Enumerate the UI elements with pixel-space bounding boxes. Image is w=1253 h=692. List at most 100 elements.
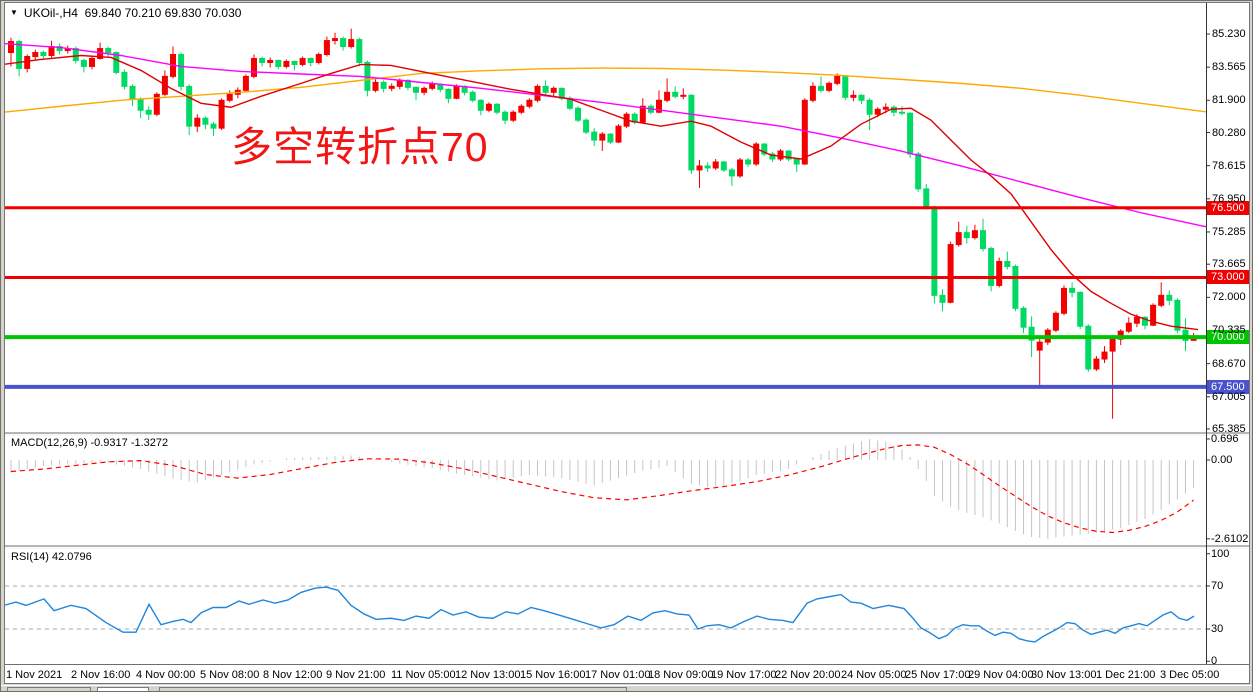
- price-axis-label: 83.565: [1212, 61, 1246, 74]
- candle-body: [56, 46, 63, 52]
- candle-body: [202, 117, 209, 125]
- price-axis-label: 68.670: [1212, 357, 1246, 370]
- rsi-line: [5, 586, 1195, 643]
- candle-body: [299, 57, 306, 65]
- candle-body: [348, 39, 355, 48]
- time-axis-label: 24 Nov 05:00: [841, 669, 907, 681]
- price-level-badge: 76.500: [1207, 200, 1249, 215]
- candle-body: [16, 41, 23, 69]
- rsi-axis-label: 100: [1211, 547, 1230, 560]
- candle-body: [1133, 316, 1140, 324]
- rsi-axis-label: 30: [1211, 623, 1224, 635]
- candle-body: [485, 103, 492, 111]
- candle-body: [210, 123, 217, 129]
- candle-body: [518, 105, 525, 113]
- candle-body: [575, 107, 581, 121]
- candle-body: [153, 93, 160, 115]
- candle-body: [680, 94, 687, 97]
- price-axis-label: 72.000: [1212, 291, 1246, 304]
- candle-body: [267, 59, 274, 63]
- candle-body: [307, 57, 314, 63]
- candle-body: [194, 117, 201, 127]
- main-price-panel[interactable]: [3, 28, 1244, 419]
- price-axis-label: 67.005: [1212, 390, 1246, 403]
- candle-body: [502, 111, 509, 121]
- candle-body: [413, 86, 419, 93]
- time-axis-label: 3 Dec 05:00: [1160, 669, 1220, 681]
- price-axis-label: 73.665: [1212, 258, 1246, 271]
- price-axis-label: 85.230: [1212, 28, 1246, 40]
- time-axis-label: 18 Nov 09:00: [648, 669, 714, 681]
- candle-body: [639, 105, 646, 123]
- candle-body: [105, 48, 112, 54]
- candle-body: [672, 91, 679, 97]
- candle-body: [599, 133, 606, 141]
- candle-body: [761, 143, 768, 155]
- candle-body: [550, 87, 557, 93]
- candle-body: [32, 52, 39, 57]
- candle-body: [1028, 326, 1035, 341]
- candle-body: [1004, 261, 1011, 267]
- candle-body: [8, 41, 14, 54]
- candle-body: [591, 131, 598, 141]
- rsi-axis-label: 70: [1211, 580, 1224, 592]
- candle-body: [372, 81, 379, 91]
- rsi-panel[interactable]: [4, 585, 1206, 643]
- candle-body: [915, 153, 922, 190]
- time-axis-label: 15 Nov 16:00: [520, 669, 586, 681]
- candle-body: [939, 294, 946, 303]
- candle-body: [834, 75, 841, 84]
- chart-tab[interactable]: [7, 687, 91, 691]
- candle-body: [469, 91, 476, 101]
- candle-body: [178, 54, 185, 87]
- time-axis-label: 9 Nov 21:00: [326, 669, 386, 681]
- candle-body: [24, 55, 31, 69]
- price-level-badge: 70.000: [1207, 330, 1249, 345]
- candle-body: [113, 52, 120, 73]
- candle-body: [737, 159, 743, 177]
- time-axis-label: 4 Nov 00:00: [136, 669, 196, 681]
- candle-body: [607, 133, 614, 143]
- candle-body: [226, 93, 233, 101]
- chevron-down-icon[interactable]: ▼: [10, 8, 18, 17]
- candle-body: [1166, 294, 1173, 301]
- slow-ma-line: [5, 67, 1206, 113]
- chart-title: ▼ UKOil-,H4 69.840 70.210 69.830 70.030: [10, 6, 241, 20]
- candle-body: [48, 46, 55, 56]
- candle-body: [421, 87, 428, 93]
- time-axis-label: 1 Nov 2021: [6, 669, 63, 681]
- candle-body: [1125, 322, 1132, 332]
- macd-panel[interactable]: [10, 439, 1195, 539]
- chart-tab[interactable]: [159, 687, 627, 691]
- candle-body: [1109, 338, 1116, 352]
- candle-body: [80, 59, 87, 67]
- candle-body: [1012, 265, 1019, 309]
- chart-tab-selected[interactable]: [97, 687, 149, 691]
- time-axis-label: 1 Dec 21:00: [1096, 669, 1156, 681]
- candle-body: [1150, 304, 1157, 326]
- candle-body: [769, 153, 776, 160]
- candle-body: [323, 40, 330, 56]
- macd-axis-label: -2.6102: [1211, 532, 1249, 545]
- candle-body: [453, 85, 460, 99]
- price-level-badge: 67.500: [1207, 379, 1249, 394]
- candle-body: [275, 59, 282, 67]
- chart-text-annotation: 多空转折点70: [231, 124, 489, 170]
- candle-body: [899, 111, 905, 114]
- candle-body: [388, 85, 395, 89]
- time-axis-label: 25 Nov 17:00: [905, 669, 971, 681]
- candle-body: [664, 91, 671, 101]
- candle-body: [850, 94, 857, 98]
- candle-body: [656, 99, 662, 113]
- candle-body: [242, 75, 249, 91]
- candle-body: [931, 206, 938, 296]
- candle-body: [1174, 299, 1181, 331]
- horizontal-level-lines: [5, 206, 1206, 389]
- candle-body: [874, 108, 881, 115]
- candle-body: [477, 99, 484, 111]
- candle-body: [785, 150, 792, 160]
- time-axis-label: 30 Nov 13:00: [1031, 669, 1097, 681]
- candle-body: [283, 60, 290, 67]
- candle-body: [380, 81, 387, 89]
